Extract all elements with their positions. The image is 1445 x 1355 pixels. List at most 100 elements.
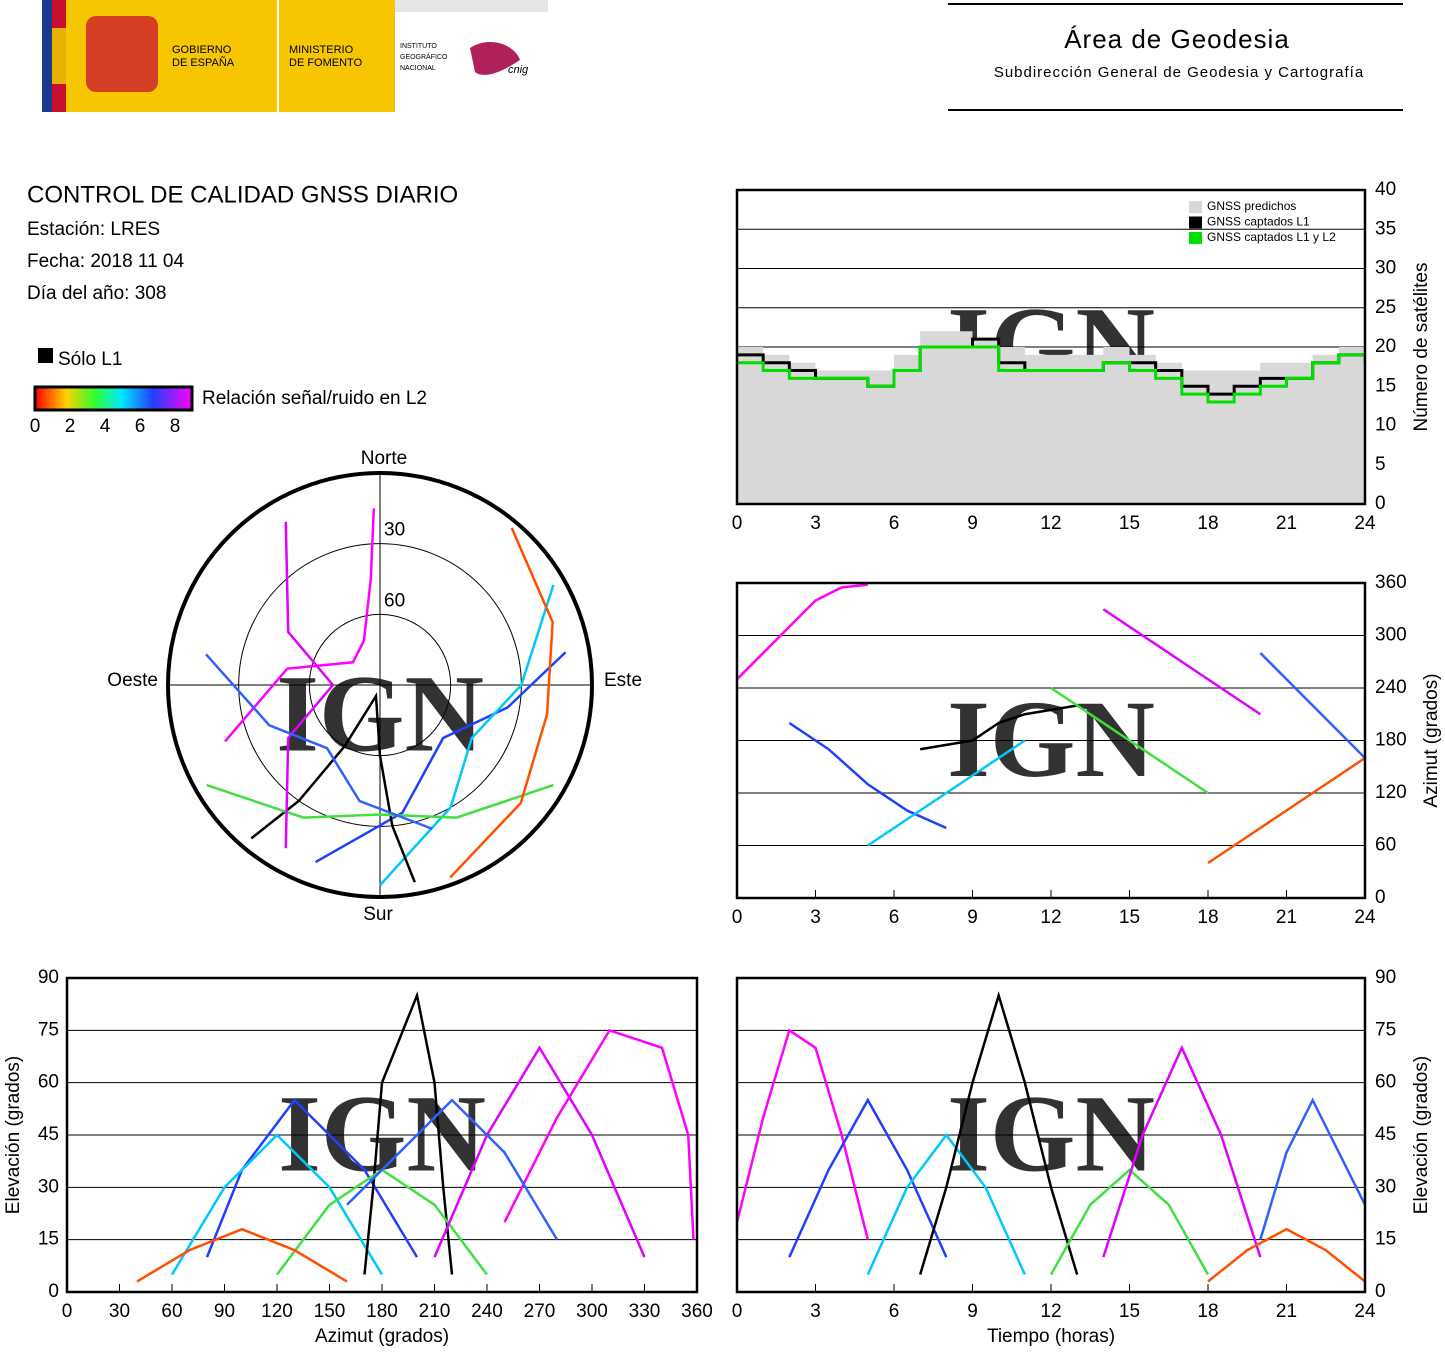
- y-tick-label: 40: [1375, 179, 1396, 200]
- plot-area: [737, 583, 1365, 865]
- logo-divider: [277, 0, 279, 112]
- track: [449, 527, 554, 879]
- logo-text: INSTITUTO: [400, 43, 437, 50]
- x-tick-label: 90: [214, 1301, 235, 1322]
- logo-text: GOBIERNO: [172, 44, 232, 56]
- y-tick-label: 45: [1375, 1124, 1396, 1145]
- legend-swatch: [1189, 232, 1202, 244]
- y-axis-title: Elevación (grados): [3, 1056, 24, 1214]
- y-tick-label: 15: [1375, 1229, 1396, 1250]
- x-axis-title: Tiempo (horas): [987, 1326, 1115, 1347]
- report-date: Fecha: 2018 11 04: [27, 251, 184, 272]
- header-title: Área de Geodesia: [1064, 24, 1290, 54]
- track: [346, 1098, 559, 1241]
- ring-label: 30: [384, 520, 405, 541]
- y-tick-label: 10: [1375, 415, 1396, 436]
- x-tick-label: 180: [366, 1301, 398, 1322]
- step-line: [737, 345, 1365, 404]
- track: [136, 1227, 348, 1283]
- colorbar-ticks: 0 2 4 6 8: [30, 416, 181, 437]
- y-axis-title: Número de satélites: [1411, 263, 1432, 432]
- y-tick-label: 60: [1375, 1072, 1396, 1093]
- track: [1049, 1168, 1210, 1276]
- plot-area: [136, 991, 695, 1283]
- y-tick-label: 0: [48, 1281, 59, 1302]
- y-tick-label: 15: [1375, 375, 1396, 396]
- legend-label: GNSS captados L1 y L2: [1207, 230, 1336, 244]
- plot-area: [737, 331, 1365, 504]
- legend-label: GNSS predichos: [1207, 199, 1296, 213]
- x-tick-label: 120: [261, 1301, 293, 1322]
- cardinal-label: Sur: [363, 904, 393, 925]
- plot-frame: [735, 581, 1367, 900]
- track: [1259, 1097, 1365, 1241]
- y-tick-label: 180: [1375, 730, 1407, 751]
- x-tick-label: 18: [1197, 513, 1218, 534]
- logo-text: DE ESPAÑA: [172, 56, 235, 69]
- plot-area: [737, 991, 1365, 1283]
- track: [206, 783, 554, 819]
- report-doy: Día del año: 308: [27, 283, 166, 304]
- track: [866, 1132, 1026, 1276]
- y-tick-label: 30: [38, 1176, 59, 1197]
- track: [503, 1028, 695, 1240]
- x-tick-label: 18: [1197, 1301, 1218, 1322]
- y-tick-label: 20: [1375, 336, 1396, 357]
- horizon: [166, 471, 594, 899]
- track: [737, 583, 868, 681]
- x-tick-label: 9: [967, 513, 978, 534]
- y-tick-label: 0: [1375, 493, 1386, 514]
- x-tick-label: 24: [1354, 1301, 1376, 1322]
- y-axis-title: Elevación (grados): [1411, 1056, 1432, 1214]
- area: [737, 331, 1365, 504]
- x-tick-label: 0: [732, 907, 743, 928]
- y-tick-label: 5: [1375, 454, 1386, 475]
- x-tick-label: 270: [524, 1301, 556, 1322]
- cardinal-label: Este: [604, 670, 642, 691]
- x-axis-title: Azimut (grados): [315, 1326, 449, 1347]
- x-tick-label: 15: [1119, 907, 1140, 928]
- x-tick-label: 15: [1119, 513, 1140, 534]
- y-tick-label: 30: [1375, 1176, 1396, 1197]
- x-tick-label: 12: [1040, 1301, 1061, 1322]
- track: [1050, 686, 1209, 795]
- x-tick-label: 15: [1119, 1301, 1140, 1322]
- colorbar-label: Relación señal/ruido en L2: [202, 388, 427, 409]
- plot-frame: [735, 188, 1367, 506]
- y-tick-label: 30: [1375, 258, 1396, 279]
- x-tick-label: 9: [967, 907, 978, 928]
- report-station: Estación: LRES: [27, 219, 160, 240]
- track: [1207, 1227, 1365, 1283]
- colorbar-tick-label: 4: [100, 416, 111, 437]
- track: [363, 991, 454, 1275]
- y-tick-label: 120: [1375, 782, 1407, 803]
- y-tick-label: 15: [38, 1229, 59, 1250]
- track: [1259, 652, 1365, 759]
- plot-frame: [65, 976, 699, 1294]
- x-tick-label: 300: [576, 1301, 608, 1322]
- x-tick-label: 0: [732, 1301, 743, 1322]
- legend-label: GNSS captados L1: [1207, 215, 1310, 229]
- watermark: IGN: [947, 1072, 1155, 1194]
- logo-stripe: [42, 0, 52, 112]
- x-tick-label: 24: [1354, 907, 1376, 928]
- track: [205, 653, 433, 831]
- x-tick-label: 12: [1040, 907, 1061, 928]
- legend-swatch: [1189, 201, 1202, 213]
- logo-text: cnig: [508, 64, 529, 76]
- cardinal-label: Norte: [361, 448, 407, 469]
- cardinal-label: Oeste: [107, 670, 158, 691]
- track: [788, 721, 947, 830]
- x-tick-label: 330: [629, 1301, 661, 1322]
- colorbar-tick-label: 6: [135, 416, 146, 437]
- y-tick-label: 240: [1375, 677, 1407, 698]
- track: [737, 1028, 870, 1240]
- colorbar-tick-label: 0: [30, 416, 41, 437]
- y-tick-label: 75: [1375, 1019, 1396, 1040]
- logo-text: DE FOMENTO: [289, 57, 363, 69]
- x-tick-label: 12: [1040, 513, 1061, 534]
- x-tick-label: 3: [810, 1301, 821, 1322]
- track: [379, 584, 555, 887]
